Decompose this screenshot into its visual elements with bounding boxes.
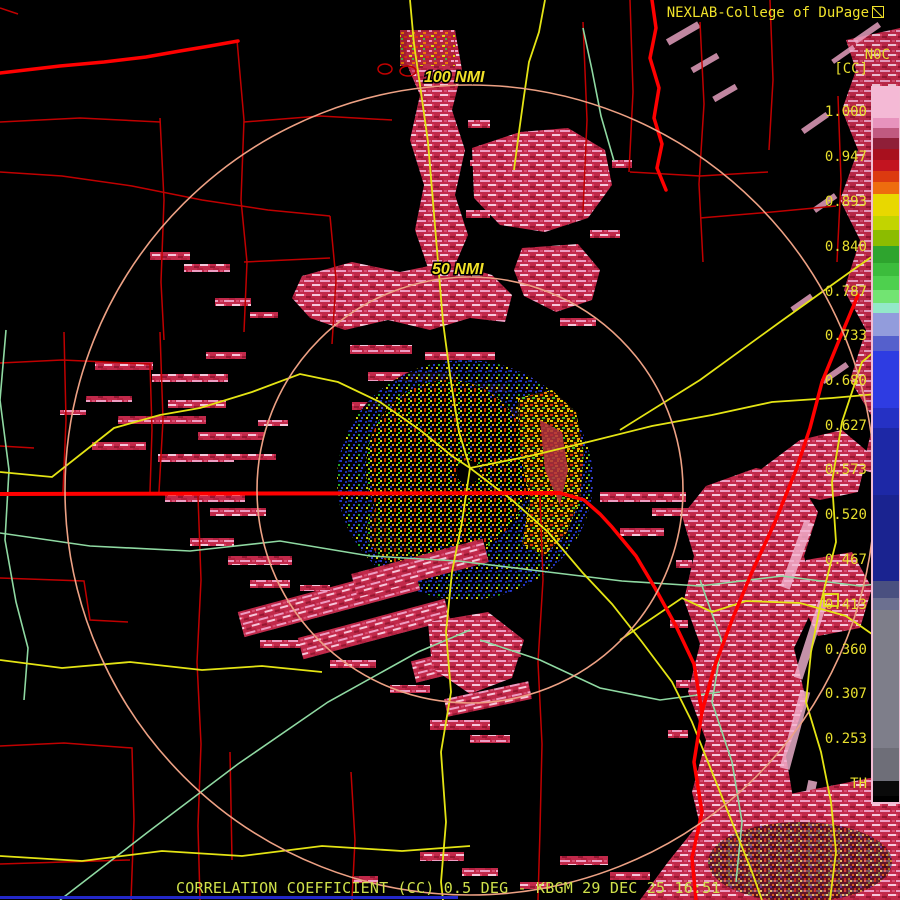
range-ring-50nmi (256, 276, 684, 704)
colorbar-tick-label: 0.840 (824, 239, 867, 255)
colorbar-tick-label: 0.307 (824, 686, 867, 702)
colorbar (871, 86, 900, 804)
colorbar-segment (873, 230, 899, 246)
county-borders (0, 0, 842, 900)
colorbar-segment (873, 276, 899, 290)
range-ring-label-50: 50 NMI (432, 261, 484, 278)
ny-pa-border (0, 491, 562, 496)
colorbar-segment (873, 598, 899, 610)
colorbar-tick-label: 0.787 (824, 284, 867, 300)
colorbar-tick-label: 0.360 (824, 642, 867, 658)
range-rings: 100 NMI 50 NMI (64, 68, 876, 896)
colorbar-segment (873, 610, 899, 748)
product-caption: CORRELATION COEFFICIENT (CC) 0.5 DEG - K… (176, 879, 721, 897)
colorbar-segment (873, 216, 899, 230)
colorbar-segment (873, 194, 899, 216)
colorbar-segment (873, 290, 899, 303)
colorbar-segment (873, 781, 899, 796)
cod-logo-mark (872, 6, 884, 18)
colorbar-tick-label: 0.947 (824, 149, 867, 165)
delaware-river-border (558, 491, 704, 900)
roads-secondary (0, 27, 900, 900)
colorbar-segment (873, 118, 899, 128)
colorbar-segment (873, 160, 899, 171)
range-ring-label-100: 100 NMI (424, 69, 485, 86)
colorbar-tick-label: 0.627 (824, 418, 867, 434)
colorbar-tick-label: 0.253 (824, 731, 867, 747)
site-title: NEXLAB-College of DuPage (667, 5, 884, 21)
colorbar-tick-label: 0.413 (824, 597, 867, 613)
colorbar-segment (873, 408, 899, 428)
colorbar-tick-label: 0.467 (824, 552, 867, 568)
colorbar-segment (873, 138, 899, 149)
colorbar-segment (873, 171, 899, 182)
colorbar-segments (873, 88, 899, 796)
colorbar-segment (873, 748, 899, 781)
colorbar-segment (873, 182, 899, 194)
radar-echoes (60, 21, 900, 900)
lake-outline (399, 65, 417, 77)
colorbar-segment (873, 495, 899, 581)
colorbar-segment (873, 246, 899, 263)
southwest-echo-bands (237, 538, 532, 743)
colorbar-segment (873, 303, 899, 313)
colorbar-tick-label: 0.680 (824, 373, 867, 389)
colorbar-segment (873, 88, 899, 118)
colorbar-segment (873, 149, 899, 160)
colorbar-tick-label: 0.573 (824, 462, 867, 478)
bottom-edge-line (0, 896, 458, 899)
colorbar-segment (873, 128, 899, 138)
colorbar-product-code: N0C (864, 47, 890, 63)
colorbar-segment (873, 336, 899, 351)
lake-outline (377, 63, 393, 75)
colorbar-segment (873, 428, 899, 495)
colorbar-tick-label: 0.520 (824, 507, 867, 523)
colorbar-tick-label: 0.893 (824, 194, 867, 210)
road-junction-marker (823, 593, 839, 607)
colorbar-segment (873, 313, 899, 336)
colorbar-tick-label: 0.733 (824, 328, 867, 344)
state-borders (0, 0, 860, 900)
colorbar-tick-label: 1.000 (824, 104, 867, 120)
colorbar-unit-label: [CC] (834, 61, 868, 77)
colorbar-segment (873, 263, 899, 276)
colorbar-segment (873, 581, 899, 598)
colorbar-tick-label: TH (850, 776, 867, 792)
site-title-text: NEXLAB-College of DuPage (666, 5, 869, 21)
colorbar-segment (873, 351, 899, 408)
